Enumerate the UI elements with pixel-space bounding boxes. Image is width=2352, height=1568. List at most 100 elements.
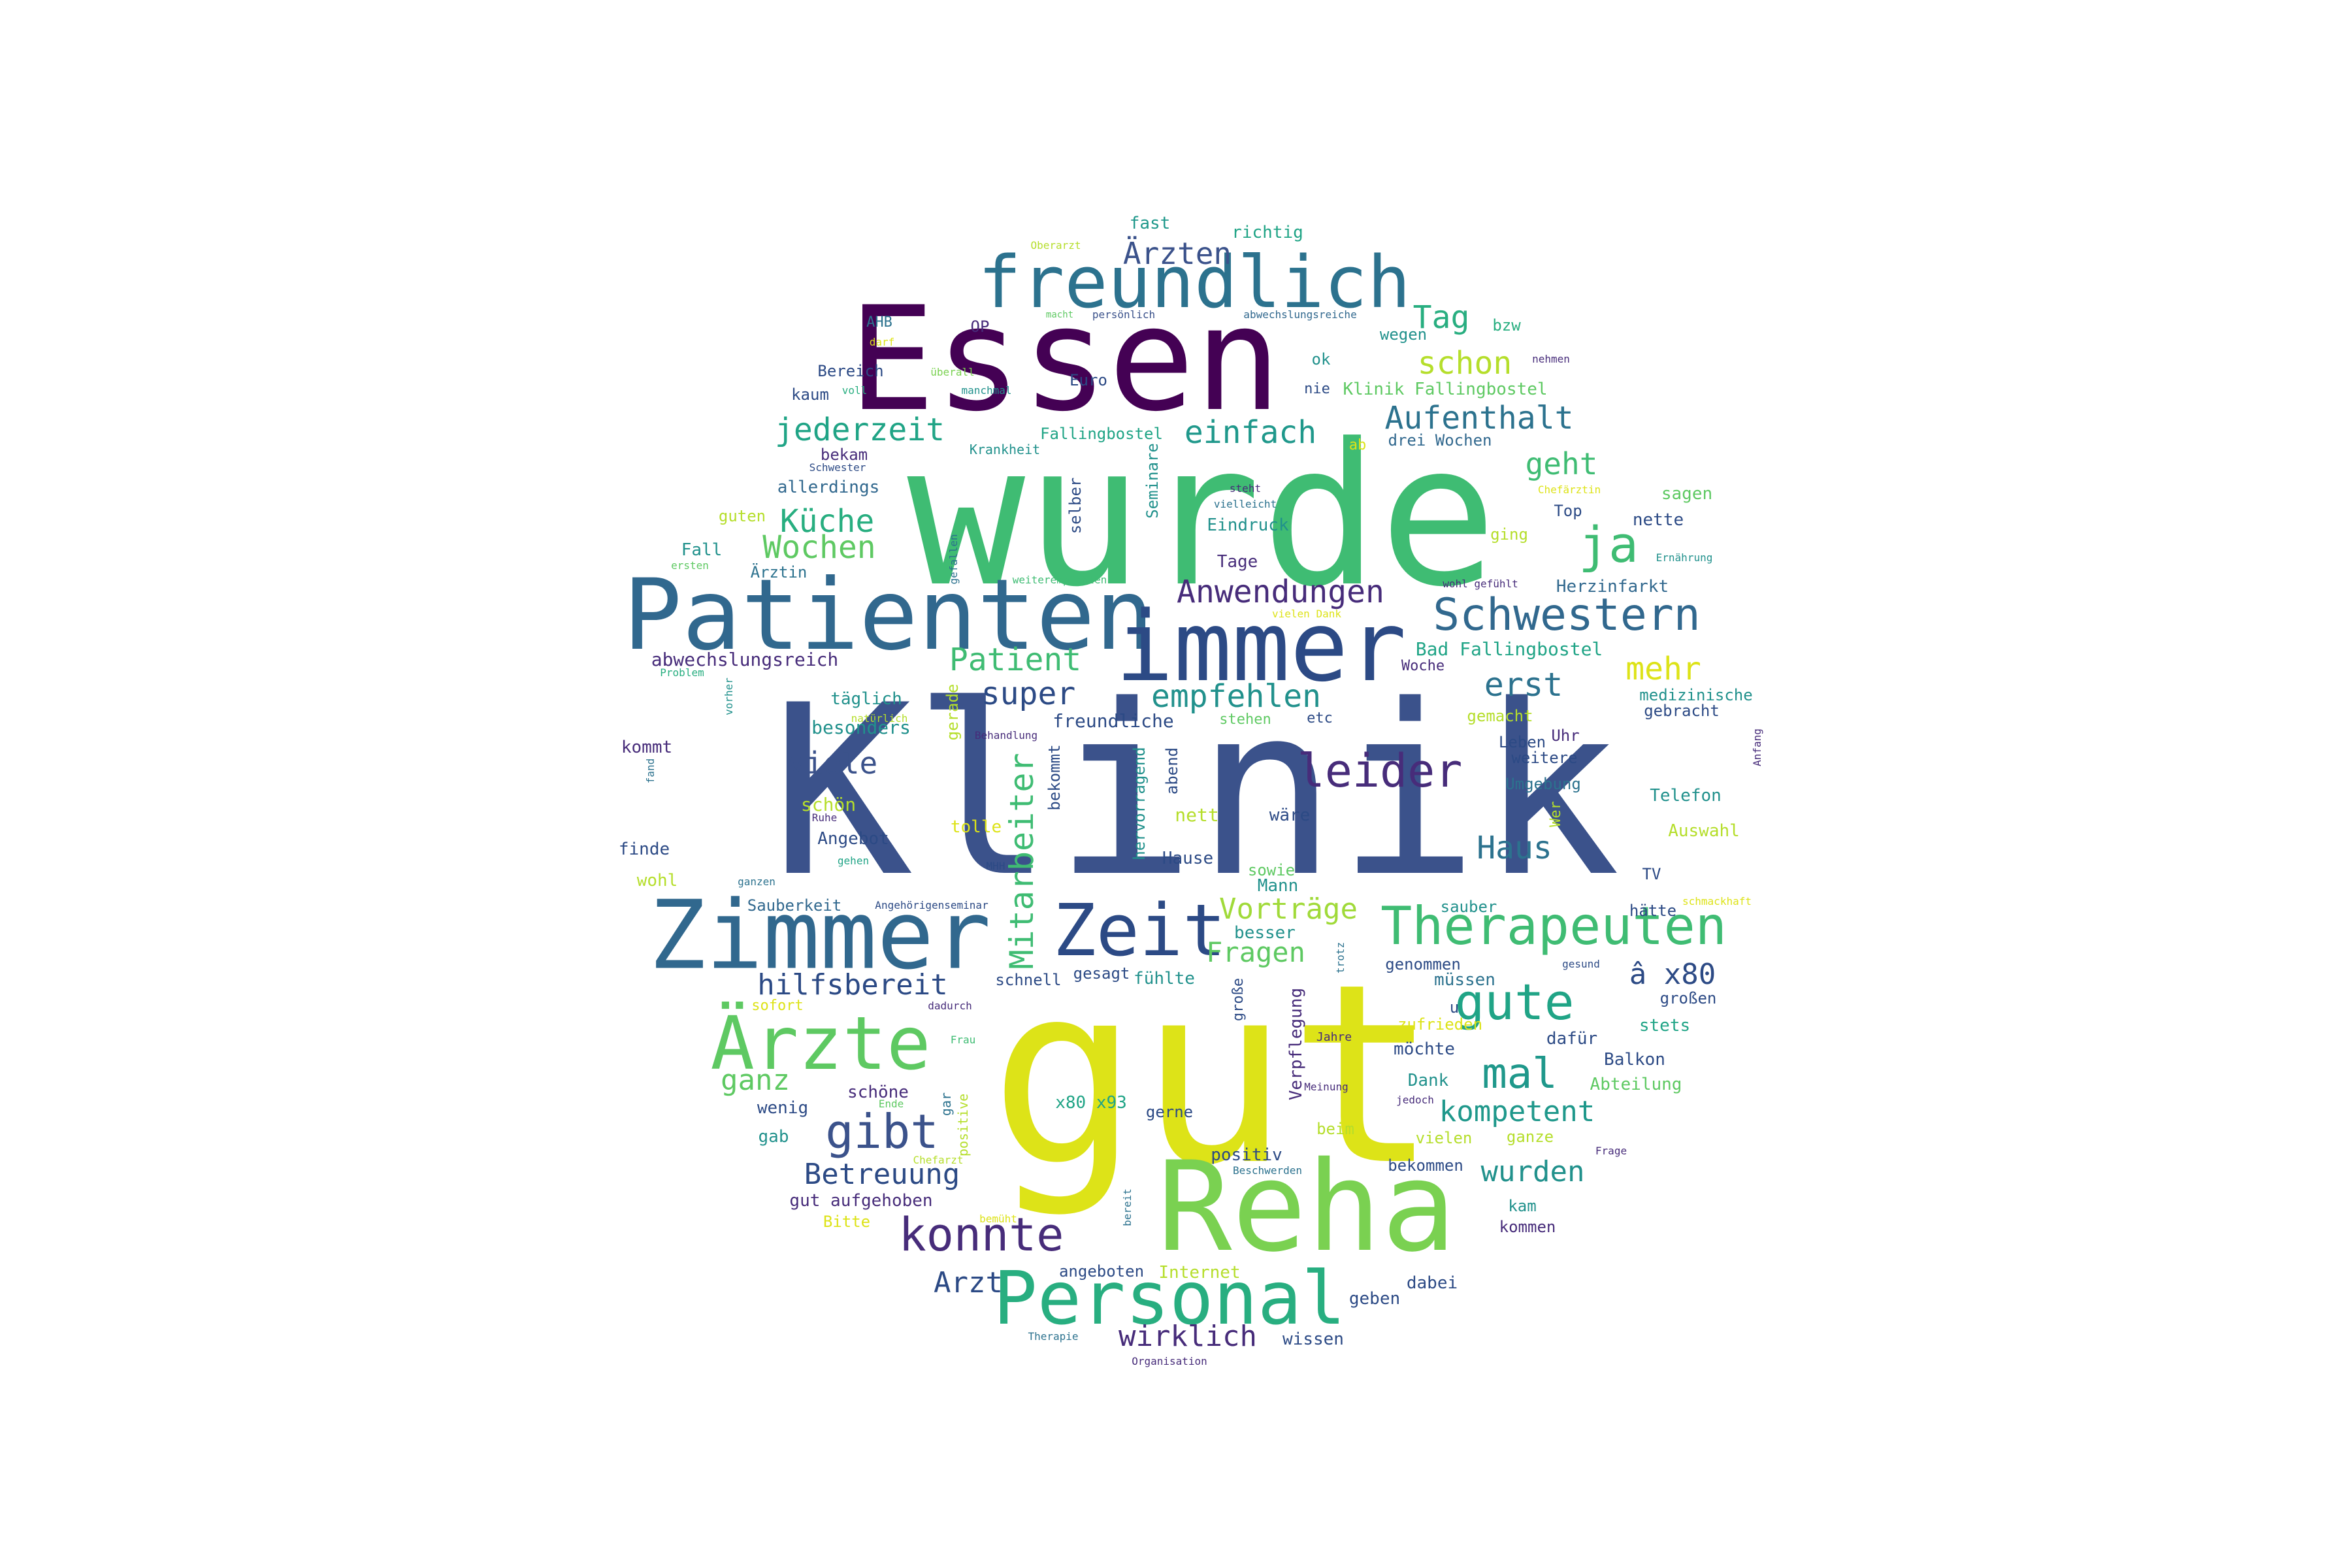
word-bekam: bekam (820, 446, 868, 464)
word-wegen: wegen (1379, 325, 1428, 344)
word-kam: kam (1508, 1197, 1537, 1215)
word-weiterempfehlen: weiterempfehlen (1012, 574, 1107, 586)
word-kommt: kommt (621, 738, 673, 757)
word-finde: finde (618, 840, 670, 859)
word-weitere: weitere (1511, 749, 1578, 767)
word-guten: guten (718, 507, 766, 525)
word-balkon: Balkon (1604, 1050, 1665, 1070)
word-konnte: konnte (898, 1208, 1064, 1262)
word-problem: Problem (660, 666, 704, 679)
word-vortraege: Vorträge (1219, 892, 1358, 926)
word-fall: Fall (681, 540, 723, 560)
word-euro: Euro (1070, 371, 1107, 389)
word-schmackhaft: schmackhaft (1682, 895, 1752, 907)
word-sofort: sofort (751, 998, 804, 1014)
word-behandlung: Behandlung (974, 729, 1038, 742)
word-klinik: Klinik (770, 655, 1621, 928)
word-mal: mal (1482, 1050, 1558, 1098)
word-seminare: Seminare (1143, 443, 1162, 519)
word-schoene: schöne (847, 1083, 909, 1102)
word-bzw: bzw (1492, 316, 1521, 335)
word-gut-aufgehoben: gut aufgehoben (789, 1191, 933, 1211)
word-freundliche: freundliche (1053, 710, 1174, 732)
word-voll: voll (841, 384, 868, 397)
word-mhh: MHH (986, 860, 1005, 872)
word-jahre: Jahre (1316, 1030, 1352, 1044)
word-stehen: stehen (1219, 711, 1271, 728)
word-kueche: Küche (779, 503, 875, 540)
word-geht: geht (1525, 446, 1598, 482)
word-schoen: schön (800, 794, 857, 815)
word-muessen: müssen (1434, 970, 1495, 990)
word-ruhe: Ruhe (811, 811, 838, 824)
word-gerade: gerade (943, 683, 962, 741)
word-abwechslungsreiche: abwechslungsreiche (1243, 308, 1357, 321)
word-medizinische: medizinische (1639, 686, 1753, 704)
word-sauber: sauber (1440, 898, 1497, 916)
word-klinik-fallingbostel: Klinik Fallingbostel (1343, 380, 1548, 399)
word-aerztin: Ärztin (750, 563, 808, 581)
word-krankheit: Krankheit (969, 442, 1041, 457)
word-chefarzt: Chefarzt (913, 1154, 964, 1166)
word-wenig: wenig (757, 1098, 809, 1118)
word-therapeuten: Therapeuten (1380, 896, 1727, 956)
word-haus: Haus (1477, 830, 1552, 866)
word-macht: macht (1045, 310, 1074, 320)
word-bekommt: bekommt (1045, 744, 1064, 811)
word-fallingbostel: Fallingbostel (1040, 425, 1163, 443)
word-steht: steht (1229, 482, 1262, 495)
word-ende: Ende (878, 1098, 904, 1110)
word-besser: besser (1234, 923, 1296, 943)
word-moechte: möchte (1394, 1039, 1455, 1059)
word-bereit: bereit (1121, 1188, 1134, 1226)
word-vorher: vorher (723, 678, 735, 715)
word-abteilung: Abteilung (1590, 1075, 1682, 1094)
word-abwechslungsreich: abwechslungsreich (651, 649, 839, 670)
word-wurde: wurde (907, 402, 1497, 630)
word-gut: gut (989, 930, 1439, 1220)
word-gemacht: gemacht (1467, 707, 1533, 725)
word-kommen: kommen (1499, 1218, 1556, 1236)
word-betreuung: Betreuung (804, 1158, 960, 1191)
word-meinung: Meinung (1304, 1081, 1348, 1093)
word-aerzte: Ärzte (710, 1002, 931, 1086)
word-anwendungen: Anwendungen (1177, 574, 1384, 610)
word-arzt: Arzt (934, 1266, 1003, 1299)
word-freundlich: freundlich (977, 240, 1411, 324)
word-chefaerztin: Chefärztin (1537, 483, 1601, 496)
word-fuehlte: fühlte (1134, 969, 1195, 988)
word-ganzen: ganzen (738, 875, 776, 888)
word-wissen: wissen (1282, 1330, 1344, 1349)
word-verpflegung: Verpflegung (1286, 987, 1306, 1101)
word-zimmer: Zimmer (649, 880, 991, 991)
word-bemueht: bemüht (979, 1213, 1017, 1225)
word-hause: Hause (1162, 849, 1214, 868)
word-wer: Wer (1548, 801, 1564, 827)
word-stets: stets (1639, 1016, 1691, 1036)
word-beim: beim (1316, 1120, 1354, 1138)
word-allerdings: allerdings (777, 478, 880, 497)
word-mitarbeiter: Mitarbeiter (1003, 753, 1041, 970)
word-bitte: Bitte (823, 1213, 871, 1231)
word-gute: gute (1454, 973, 1575, 1031)
word-ernaehrung: Ernährung (1656, 551, 1713, 564)
word-jedoch: jedoch (1396, 1094, 1434, 1106)
word-gar: gar (938, 1092, 954, 1117)
word-gerne: gerne (1145, 1103, 1194, 1121)
word-tv: TV (1642, 865, 1661, 883)
word-nehmen: nehmen (1532, 353, 1570, 365)
word-telefon: Telefon (1650, 786, 1722, 806)
word-wurden: wurden (1480, 1155, 1585, 1188)
word-viele: viele (787, 745, 878, 781)
word-richtig: richtig (1232, 223, 1303, 242)
word-wohl-gefuehlt: wohl gefühlt (1443, 578, 1518, 590)
word-dank: Dank (1407, 1071, 1449, 1090)
word-angehoerigenseminar: Angehörigenseminar (875, 899, 988, 911)
word-woche: Woche (1401, 658, 1445, 674)
word-waere: wäre (1269, 806, 1311, 825)
word-bad-fallingbostel: Bad Fallingbostel (1415, 638, 1603, 660)
word-frage: Frage (1595, 1145, 1627, 1157)
word-wohl: wohl (636, 871, 678, 890)
word-mann: Mann (1257, 876, 1299, 896)
word-angeboten: angeboten (1058, 1262, 1145, 1281)
